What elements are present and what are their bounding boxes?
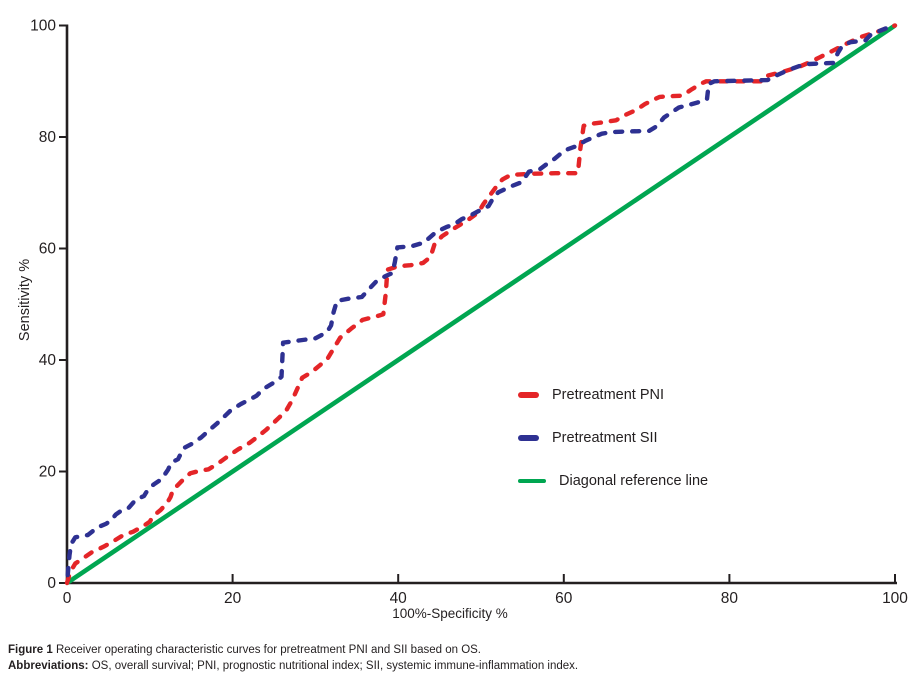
x-axis-title: 100%-Specificity %	[392, 606, 508, 621]
caption-figure-label: Figure 1	[8, 644, 53, 656]
y-axis-title: Sensitivity %	[17, 258, 33, 342]
x-tick-label: 40	[390, 590, 408, 607]
legend-item-diagonal-reference: Diagonal reference line	[518, 472, 708, 490]
abbreviations-text: OS, overall survival; PNI, prognostic nu…	[91, 659, 579, 672]
y-tick-label: 0	[47, 575, 56, 592]
x-tick-label: 100	[882, 590, 908, 607]
diagonal-line-marker	[518, 479, 546, 483]
sii-dash-marker	[518, 435, 539, 441]
caption-line: Figure 1 Receiver operating characterist…	[8, 643, 578, 659]
legend-item-pretreatment-pni: Pretreatment PNI	[518, 386, 708, 404]
legend: Pretreatment PNI Pretreatment SII Diagon…	[518, 386, 708, 490]
series-curve-pretreatment-sii	[64, 23, 898, 586]
figure-caption: Figure 1 Receiver operating characterist…	[8, 643, 578, 674]
series-curve-diagonal-reference-line	[65, 23, 897, 585]
legend-label-diagonal-reference: Diagonal reference line	[559, 473, 709, 489]
y-tick-label: 100	[30, 18, 56, 35]
caption-text: Receiver operating characteristic curves…	[55, 644, 481, 656]
y-tick-label: 40	[39, 352, 57, 369]
legend-label-pretreatment-pni: Pretreatment PNI	[552, 387, 665, 403]
series-curve-pretreatment-pni	[64, 23, 898, 586]
x-tick-label: 0	[63, 590, 72, 607]
legend-item-pretreatment-sii: Pretreatment SII	[518, 429, 708, 447]
x-tick-label: 60	[555, 590, 573, 607]
y-tick-label: 80	[39, 129, 57, 146]
pni-dash-marker	[518, 392, 539, 398]
x-tick-label: 80	[721, 590, 739, 607]
legend-label-pretreatment-sii: Pretreatment SII	[552, 430, 658, 446]
x-tick-label: 20	[224, 590, 242, 607]
y-tick-label: 60	[39, 241, 57, 258]
abbreviations-line: Abbreviations: OS, overall survival; PNI…	[8, 659, 578, 675]
abbreviations-label: Abbreviations:	[8, 659, 89, 672]
y-tick-label: 20	[39, 464, 57, 481]
